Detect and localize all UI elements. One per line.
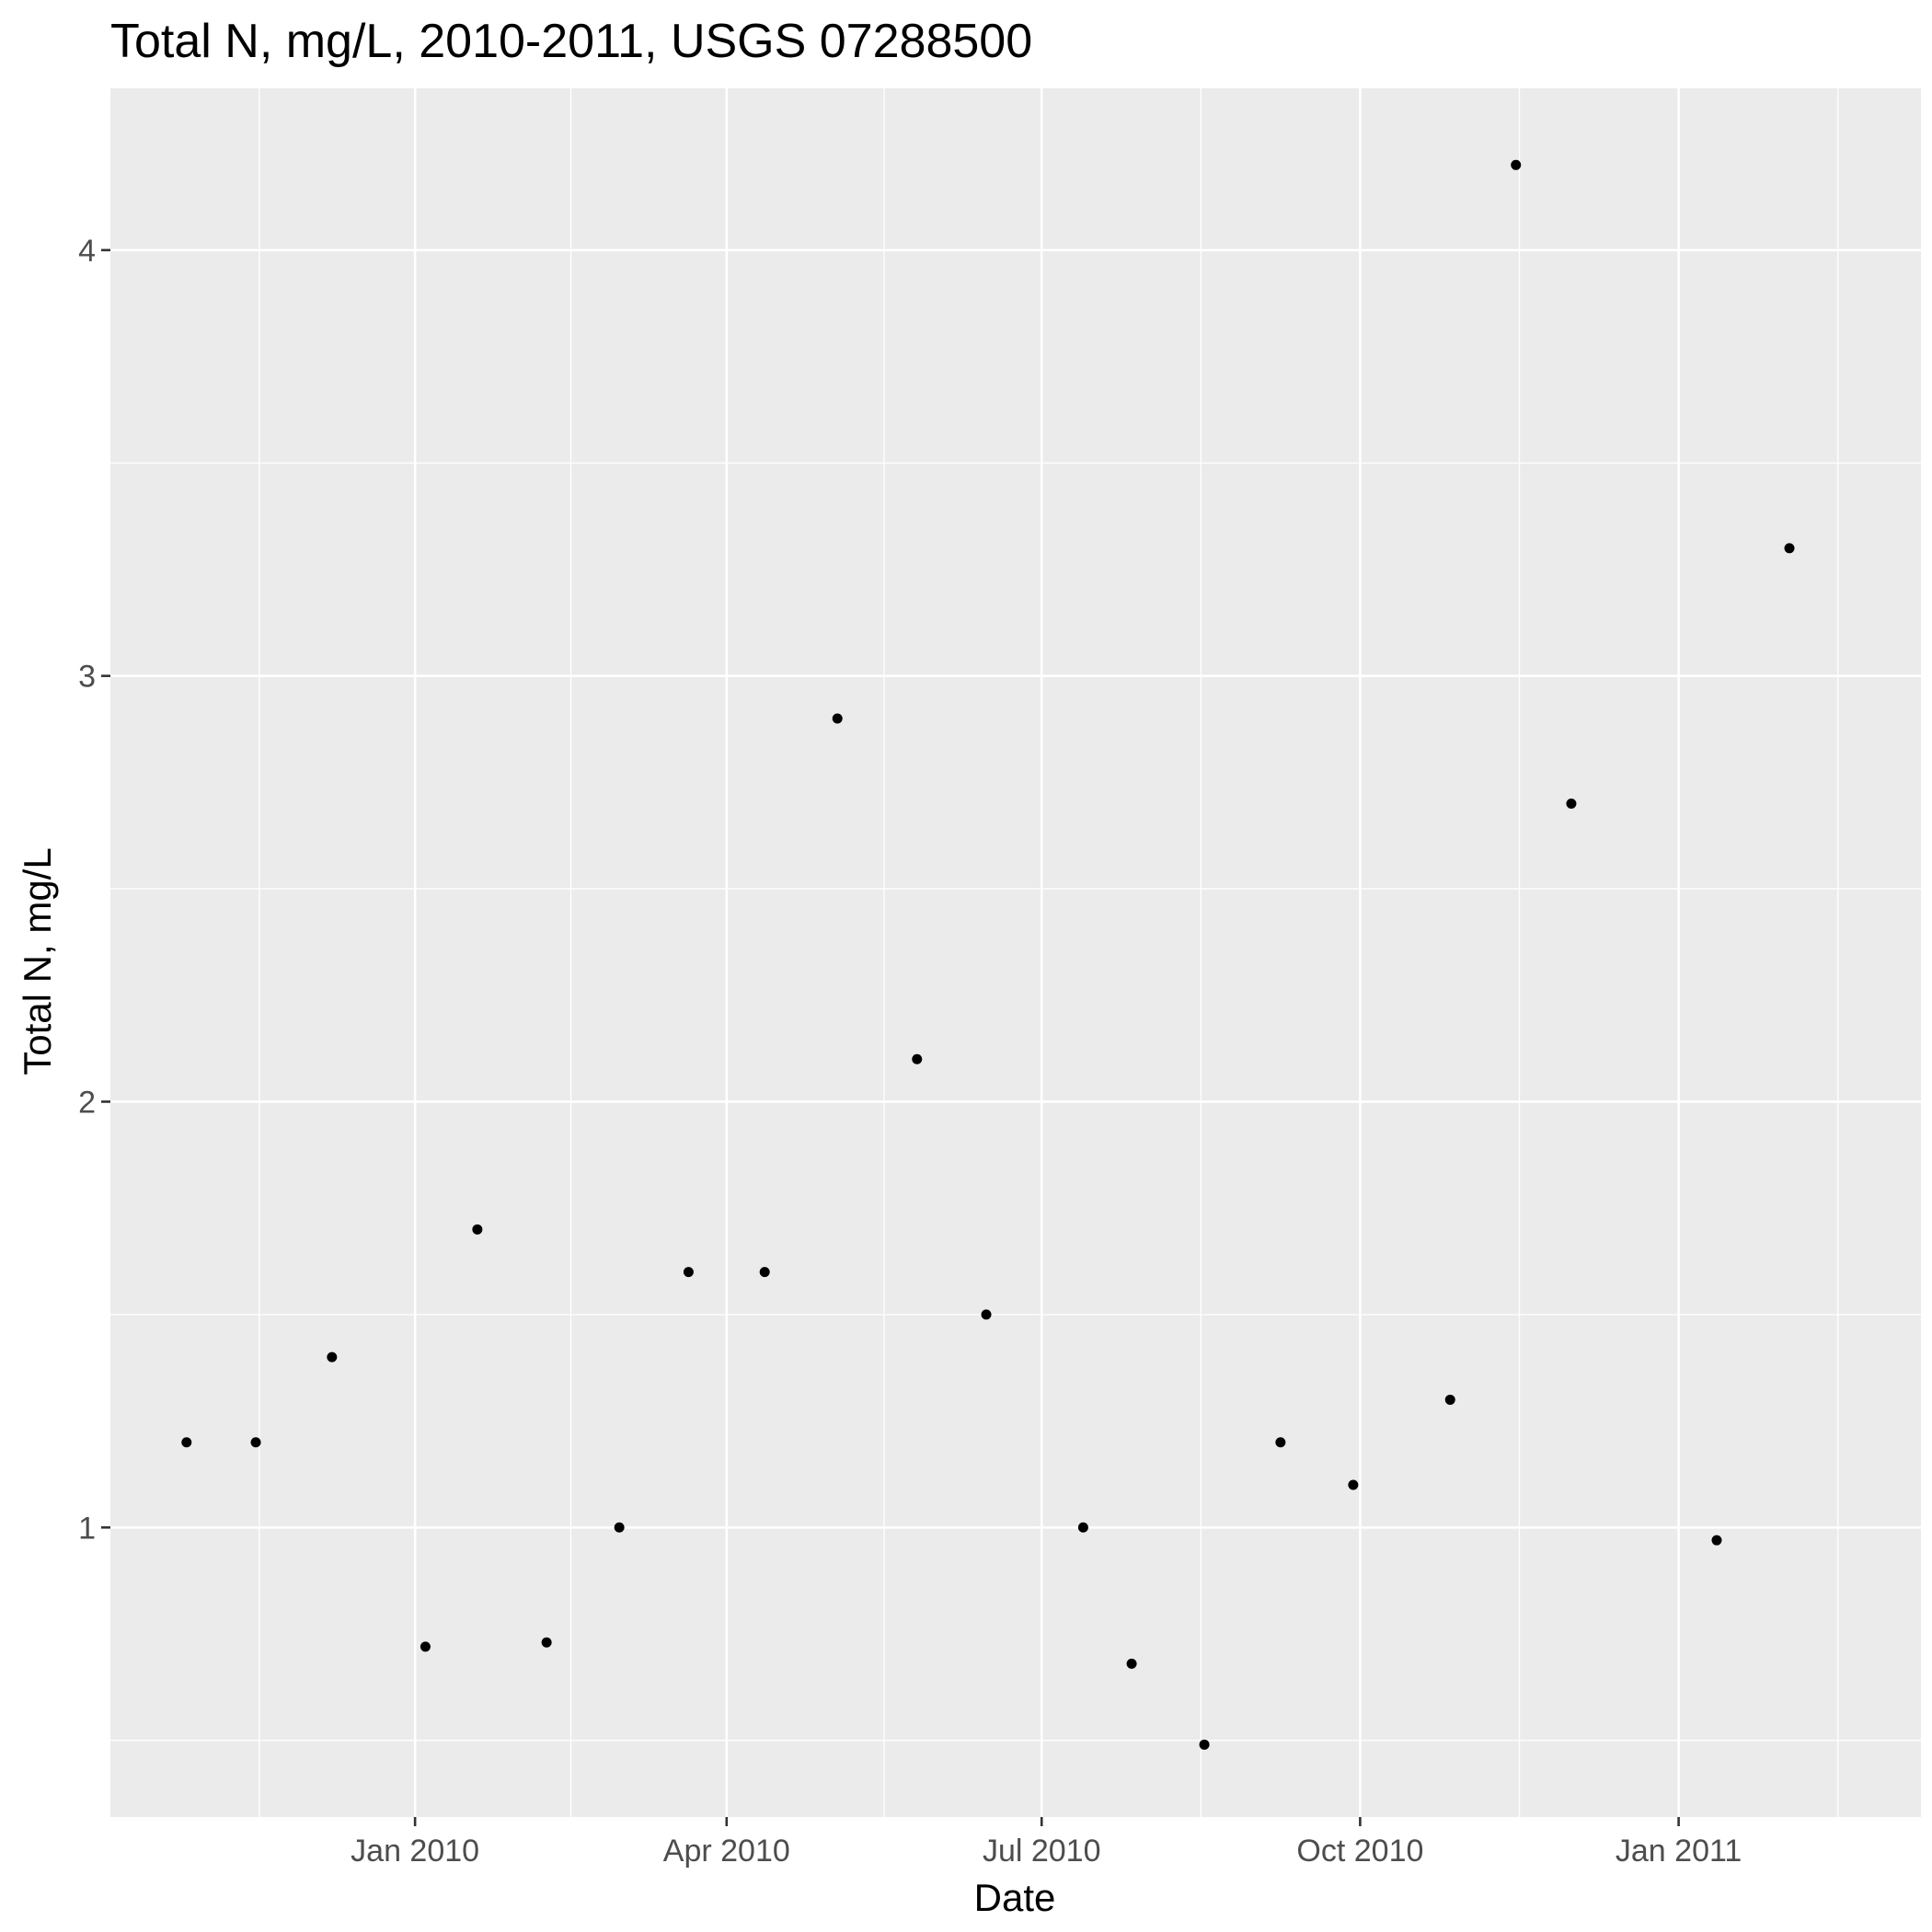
data-point [912, 1053, 923, 1064]
x-axis-title: Date [974, 1876, 1056, 1919]
y-tick-label: 2 [78, 1085, 96, 1120]
chart-title: Total N, mg/L, 2010-2011, USGS 07288500 [110, 15, 1032, 68]
y-axis-title: Total N, mg/L [16, 847, 59, 1075]
data-point [1199, 1739, 1210, 1750]
minor-gridlines-y [110, 462, 1921, 1742]
major-gridlines-x [413, 88, 1680, 1817]
x-tick-label: Oct 2010 [1296, 1834, 1423, 1869]
x-axis: Jan 2010 Apr 2010 Jul 2010 Oct 2010 Jan 2011 [351, 1817, 1742, 1869]
minor-gridlines-x [259, 88, 1839, 1817]
data-point [472, 1224, 483, 1235]
data-point [327, 1351, 338, 1363]
data-point [541, 1637, 552, 1648]
y-tick-label: 3 [78, 660, 96, 695]
data-point [759, 1267, 770, 1278]
data-point [832, 713, 843, 724]
y-tick-label: 4 [78, 234, 96, 269]
data-point [981, 1309, 992, 1320]
plot-panel [110, 88, 1921, 1817]
data-point [1126, 1658, 1137, 1669]
data-point [1784, 543, 1795, 554]
x-tick-label: Jan 2010 [351, 1834, 479, 1869]
data-point [250, 1437, 261, 1448]
major-gridlines-y [110, 248, 1921, 1529]
y-axis: 1 2 3 4 [78, 234, 110, 1546]
data-point [1077, 1522, 1088, 1533]
data-point [1566, 799, 1577, 810]
data-point [420, 1641, 431, 1652]
x-tick-label: Jul 2010 [983, 1834, 1101, 1869]
data-point [1711, 1535, 1722, 1546]
data-point [614, 1522, 625, 1533]
data-point [1444, 1394, 1455, 1405]
y-tick-label: 1 [78, 1511, 96, 1546]
data-point [1275, 1437, 1286, 1448]
data-point [1348, 1479, 1359, 1490]
x-tick-label: Apr 2010 [663, 1834, 790, 1869]
data-point [181, 1437, 192, 1448]
data-point [683, 1267, 694, 1278]
data-points [181, 159, 1795, 1750]
data-point [1511, 159, 1522, 170]
x-tick-label: Jan 2011 [1616, 1834, 1742, 1869]
